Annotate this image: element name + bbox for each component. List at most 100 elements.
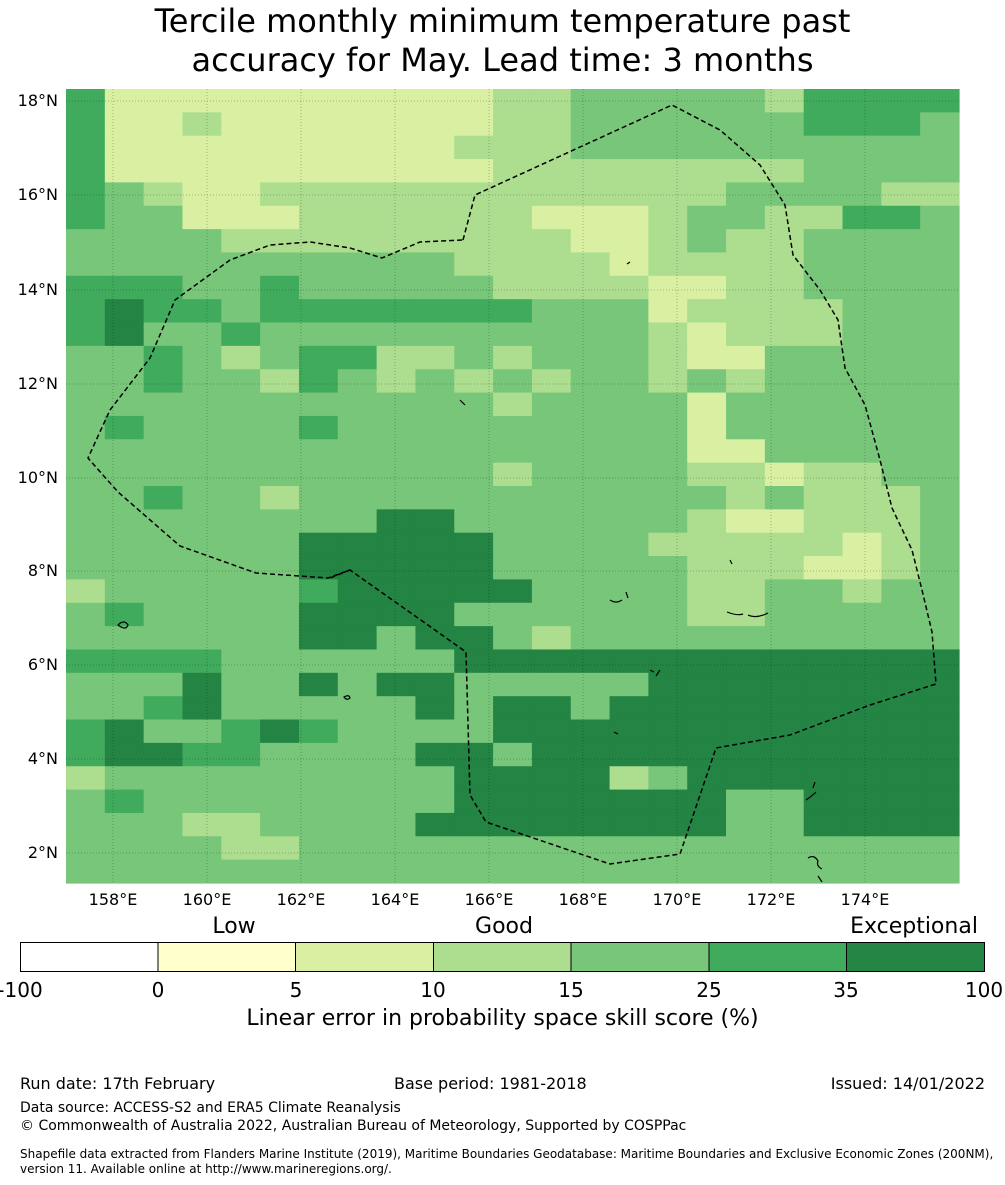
grid-cell bbox=[415, 415, 455, 440]
grid-cell bbox=[376, 556, 417, 581]
grid-cell bbox=[493, 602, 533, 627]
grid-cell bbox=[104, 439, 145, 464]
grid-cell bbox=[687, 345, 727, 370]
grid-cell bbox=[221, 486, 261, 510]
grid-cell bbox=[531, 252, 572, 277]
grid-cell bbox=[726, 252, 766, 277]
colorbar-tick-35: 35 bbox=[833, 978, 859, 1002]
grid-cell bbox=[531, 742, 572, 767]
grid-cell bbox=[221, 462, 261, 487]
grid-cell bbox=[764, 602, 805, 627]
grid-cell bbox=[260, 439, 300, 464]
grid-cell bbox=[531, 766, 572, 791]
grid-cell bbox=[609, 182, 649, 207]
grid-cell bbox=[881, 486, 921, 510]
grid-cell bbox=[881, 392, 921, 417]
grid-cell bbox=[570, 812, 611, 837]
grid-cell bbox=[376, 182, 417, 207]
grid-cell bbox=[726, 696, 766, 721]
grid-cell bbox=[260, 89, 300, 113]
colorbar-swatch-10-15 bbox=[433, 942, 572, 972]
grid-cell bbox=[66, 649, 106, 674]
grid-cell bbox=[531, 696, 572, 721]
grid-cell bbox=[570, 369, 611, 394]
grid-cell bbox=[143, 836, 184, 861]
grid-cell bbox=[920, 89, 960, 113]
grid-cell bbox=[687, 672, 727, 697]
grid-cell bbox=[881, 626, 921, 651]
grid-cell bbox=[182, 486, 222, 510]
grid-cell bbox=[493, 415, 533, 440]
grid-cell bbox=[764, 135, 805, 160]
grid-cell bbox=[260, 135, 300, 160]
grid-cell bbox=[609, 789, 649, 814]
grid-cell bbox=[337, 299, 378, 324]
grid-cell bbox=[221, 345, 261, 370]
grid-cell bbox=[143, 626, 184, 651]
grid-cell bbox=[454, 322, 494, 347]
grid-cell bbox=[531, 229, 572, 254]
grid-cell bbox=[726, 579, 766, 604]
grid-cell bbox=[687, 89, 727, 113]
grid-cell bbox=[221, 439, 261, 464]
grid-cell bbox=[764, 742, 805, 767]
grid-cell bbox=[104, 486, 145, 510]
grid-cell bbox=[803, 299, 844, 324]
grid-cell bbox=[881, 556, 921, 581]
grid-cell bbox=[531, 275, 572, 300]
grid-cell bbox=[687, 252, 727, 277]
grid-cell bbox=[337, 719, 378, 744]
grid-cell bbox=[570, 696, 611, 721]
grid-cell bbox=[648, 486, 688, 510]
grid-cell bbox=[842, 859, 882, 884]
grid-cell bbox=[803, 135, 844, 160]
grid-cell bbox=[881, 275, 921, 300]
eez-boundary bbox=[87, 104, 937, 865]
grid-cell bbox=[260, 322, 300, 347]
grid-cell bbox=[803, 789, 844, 814]
grid-cell bbox=[726, 812, 766, 837]
grid-cell bbox=[570, 672, 611, 697]
grid-cell bbox=[298, 789, 339, 814]
grid-cell bbox=[726, 205, 766, 230]
grid-cell bbox=[376, 299, 417, 324]
grid-cell bbox=[493, 135, 533, 160]
grid-cell bbox=[609, 649, 649, 674]
grid-cell bbox=[493, 229, 533, 254]
grid-cell bbox=[104, 462, 145, 487]
grid-cell bbox=[66, 369, 106, 394]
grid-cell bbox=[687, 812, 727, 837]
grid-cell bbox=[493, 672, 533, 697]
grid-cell bbox=[143, 649, 184, 674]
grid-cell bbox=[881, 182, 921, 207]
grid-cell bbox=[66, 205, 106, 230]
grid-cell bbox=[803, 369, 844, 394]
grid-cell bbox=[143, 556, 184, 581]
grid-cell bbox=[648, 182, 688, 207]
grid-cell bbox=[415, 486, 455, 510]
grid-cell bbox=[104, 252, 145, 277]
grid-cell bbox=[764, 415, 805, 440]
lon-label-164e: 164°E bbox=[370, 890, 420, 909]
grid-cell bbox=[648, 112, 688, 137]
grid-cell bbox=[337, 159, 378, 184]
grid-cell bbox=[881, 439, 921, 464]
grid-cell bbox=[260, 229, 300, 254]
grid-cell bbox=[726, 602, 766, 627]
grid-cell bbox=[726, 112, 766, 137]
grid-cell bbox=[337, 556, 378, 581]
grid-cell bbox=[531, 812, 572, 837]
grid-cell bbox=[415, 322, 455, 347]
colorbar-swatch-25-35 bbox=[708, 942, 847, 972]
grid-cell bbox=[764, 439, 805, 464]
lon-label-166e: 166°E bbox=[464, 890, 514, 909]
grid-cell bbox=[920, 556, 960, 581]
grid-cell bbox=[803, 486, 844, 510]
grid-cell bbox=[609, 486, 649, 510]
grid-cell bbox=[260, 112, 300, 137]
grid-cell bbox=[609, 742, 649, 767]
grid-cell bbox=[920, 439, 960, 464]
grid-cell bbox=[260, 182, 300, 207]
colorbar-swatch-15-25 bbox=[570, 942, 710, 972]
